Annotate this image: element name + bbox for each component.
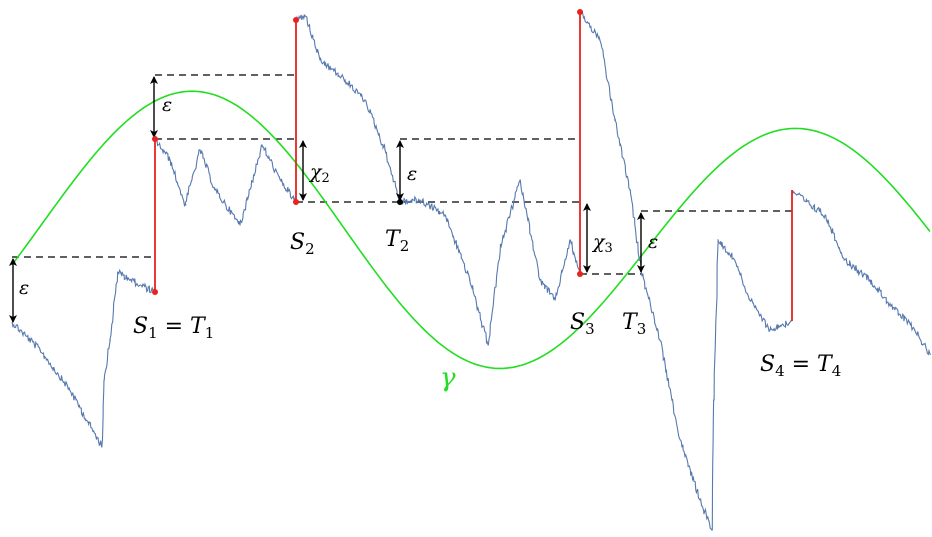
t2-label: T2 — [385, 227, 409, 255]
s1-t1-label: S1 = T1 — [133, 314, 214, 342]
jump-dot — [293, 17, 299, 23]
dashed-guides — [12, 74, 792, 275]
gamma-curve — [11, 90, 931, 370]
jump-dot — [577, 9, 583, 15]
measure-arrows — [9, 76, 645, 323]
s2-label: S2 — [290, 230, 315, 258]
jump-segments — [154, 12, 793, 321]
s4-t4-label: S4 = T4 — [760, 352, 841, 380]
epsilon-label: ε — [19, 277, 29, 299]
gamma-label: γ — [440, 363, 456, 393]
jump-dot — [293, 199, 299, 205]
jump-dot — [152, 289, 158, 295]
dots — [152, 9, 583, 295]
chi2-label: χ2 — [308, 161, 330, 186]
t3-label: T3 — [622, 310, 646, 338]
jump-dot — [577, 271, 583, 277]
jump-dot — [152, 136, 158, 142]
s3-label: S3 — [570, 310, 595, 338]
chi3-label: χ3 — [591, 231, 613, 256]
random-path — [11, 11, 931, 531]
epsilon-label: ε — [648, 231, 658, 253]
epsilon-label: ε — [162, 94, 172, 116]
hit-dot — [397, 199, 403, 205]
epsilon-label: ε — [407, 163, 417, 185]
